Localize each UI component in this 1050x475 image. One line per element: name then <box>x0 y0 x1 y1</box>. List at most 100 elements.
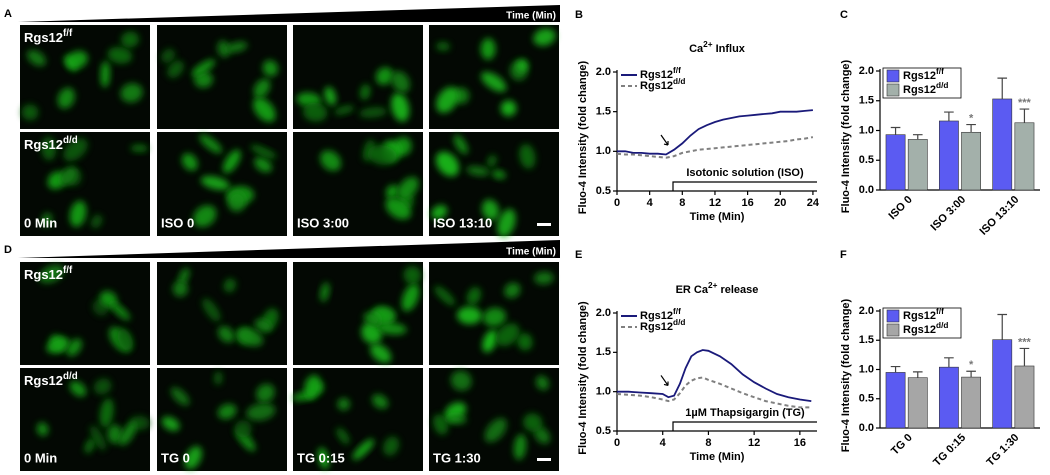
y-tick-label: 1.0 <box>859 124 874 136</box>
cell <box>504 282 521 299</box>
treatment-bracket <box>672 421 817 431</box>
cell <box>302 102 328 122</box>
cell <box>130 144 149 153</box>
x-tick-label: 0 <box>614 197 620 209</box>
cell <box>436 86 459 113</box>
arrow <box>660 134 669 146</box>
legend-label: Rgs12d/d <box>640 318 685 333</box>
cell <box>217 403 237 420</box>
cell <box>59 166 78 186</box>
cell-cluster <box>161 371 276 470</box>
cell <box>434 285 456 306</box>
y-tick-label: 1.5 <box>596 346 611 358</box>
significance: * <box>969 359 974 371</box>
legend-swatch <box>886 323 900 337</box>
bar <box>938 120 959 191</box>
x-tick-label: 12 <box>748 437 760 449</box>
cell <box>234 420 252 438</box>
time-wedge <box>18 240 560 258</box>
cell <box>217 40 230 58</box>
cell <box>466 165 490 176</box>
cell <box>352 439 374 460</box>
cell <box>246 403 276 421</box>
cell <box>199 134 223 154</box>
cell <box>403 266 422 285</box>
time-wedge <box>18 5 560 22</box>
panel-label: F <box>840 249 847 261</box>
x-tick-label: 20 <box>774 197 786 209</box>
time-label: Time (Min) <box>506 11 556 22</box>
cell <box>120 31 140 48</box>
cell-cluster <box>161 40 279 122</box>
bar <box>961 376 982 429</box>
cell <box>236 328 264 347</box>
cell <box>533 28 556 46</box>
timepoint-label: 0 Min <box>24 450 57 465</box>
significance: * <box>969 112 974 124</box>
cell-cluster <box>41 136 149 229</box>
cell <box>213 371 223 385</box>
y-tick-label: 1.0 <box>859 363 874 375</box>
cell <box>359 107 388 118</box>
cell-cluster <box>320 266 422 363</box>
cell <box>435 151 460 177</box>
micrograph <box>20 368 150 471</box>
cell <box>90 425 106 451</box>
chart-title: Ca2+ Influx <box>689 40 746 55</box>
cell <box>119 421 137 446</box>
error-bar <box>890 365 901 373</box>
x-tick-label: TG 0:15 <box>931 432 968 469</box>
error-bar <box>1019 108 1030 123</box>
cell <box>363 312 381 327</box>
x-tick-label: 8 <box>705 437 711 449</box>
cell-cluster <box>181 134 277 228</box>
cell <box>334 105 355 115</box>
cell <box>254 318 272 333</box>
chart-title: ER Ca2+ release <box>676 281 759 296</box>
error-bar <box>1019 347 1030 366</box>
cell <box>107 46 133 64</box>
cell <box>191 59 216 77</box>
cell <box>57 87 75 109</box>
cell <box>491 169 506 180</box>
y-tick-label: 2.0 <box>596 307 611 319</box>
cell <box>253 78 271 99</box>
data-line <box>617 109 813 156</box>
cell <box>480 38 496 60</box>
cell <box>359 84 371 100</box>
cell <box>181 153 198 171</box>
cell <box>99 398 114 428</box>
cell <box>161 48 175 63</box>
cell <box>200 175 230 190</box>
cell <box>217 326 235 343</box>
cell <box>370 343 392 363</box>
cell-cluster <box>320 136 419 220</box>
cell <box>391 93 410 122</box>
x-tick-label: TG 1:30 <box>984 432 1021 469</box>
cell <box>484 418 507 443</box>
y-tick-label: 2.0 <box>596 66 611 78</box>
cell <box>256 383 275 403</box>
cell <box>161 416 180 431</box>
cell <box>337 398 351 411</box>
cell <box>500 100 517 117</box>
cell <box>361 322 382 344</box>
cell <box>445 414 467 424</box>
error-bar <box>890 126 901 135</box>
cell-cluster <box>172 267 279 347</box>
cell <box>109 301 131 321</box>
cell <box>495 323 520 347</box>
cell <box>69 200 87 227</box>
cell <box>513 434 527 460</box>
x-tick-label: 16 <box>741 197 753 209</box>
timepoint-label: ISO 0 <box>161 215 194 230</box>
cell <box>170 387 190 406</box>
micrograph <box>293 262 423 365</box>
cell <box>436 41 451 51</box>
cell <box>41 212 53 227</box>
cell <box>534 271 554 285</box>
cell <box>450 370 472 391</box>
cell <box>21 104 39 121</box>
cell <box>262 60 279 77</box>
bar <box>992 339 1013 429</box>
